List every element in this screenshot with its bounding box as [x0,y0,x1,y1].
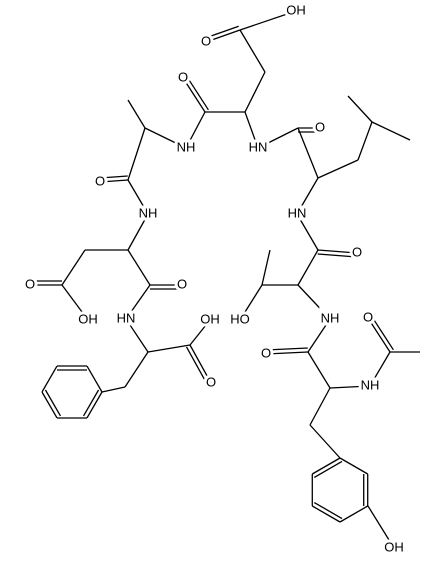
atom-label: O [177,276,187,291]
bond [185,111,206,149]
bond [329,385,371,389]
atom-label: O [95,173,105,188]
bond [244,71,266,113]
bond [99,179,129,183]
atoms: OH O O NH HN O O NH HN O O OH O HN OH HO… [22,0,407,557]
bond [265,351,309,355]
atom-label: HN [249,139,268,154]
bond [127,127,146,181]
atom-label: NH [177,139,196,154]
bond [309,387,331,426]
atom-label: O [363,309,373,324]
atom-label: NH [361,377,380,392]
bond [239,29,266,73]
bond [124,351,149,388]
atom-label: O [206,374,216,389]
bond [347,95,373,123]
bond [311,457,341,475]
bond [182,77,206,113]
bond [296,177,319,215]
bond [311,505,341,523]
bond [185,75,209,111]
bonds [30,10,420,549]
atom-label: OH [78,311,98,326]
bond [125,284,151,320]
bond [317,159,359,179]
atom-label: OH [384,539,404,554]
bond [309,424,341,459]
atom-label: O [178,69,188,84]
atom-label: HN [117,310,136,325]
bond [261,249,271,286]
atom-label: NH [321,310,340,325]
bond [86,365,103,393]
atom-label: NH [139,205,158,220]
bond [127,249,151,286]
bond [307,318,331,353]
bond [101,386,126,393]
atom-label: O [352,244,362,259]
bond [297,127,319,179]
bond [86,391,103,419]
atom-label: O [261,345,271,360]
bond [317,249,358,254]
bond [61,249,86,286]
bond [244,111,259,149]
bond [367,505,395,549]
bond [189,319,211,346]
bond [369,351,391,387]
bond [189,344,212,384]
bond [127,213,149,251]
bond [307,351,331,389]
bond [297,249,319,286]
bond [239,10,297,31]
bond [296,213,319,251]
bond [265,347,308,351]
bond [144,127,187,149]
bond [99,175,128,179]
atom-label: OH [200,311,220,326]
bond [297,284,331,320]
atom-label: HO [230,311,250,326]
bond [41,391,58,419]
bond [127,179,149,215]
bond [125,318,149,353]
bond [257,127,299,149]
bond [357,121,373,161]
atom-label: O [201,33,211,48]
bond [127,99,146,129]
bond [313,460,343,479]
atom-label: O [315,119,325,134]
bond [185,346,209,386]
bond [41,365,58,393]
atom-label: O [25,276,35,291]
bond [339,457,369,475]
bond [370,315,394,351]
bond [317,253,357,258]
bond [147,344,191,353]
bond [61,284,89,321]
atom-label: OH [286,2,306,17]
bond [313,501,343,520]
bond [82,389,100,417]
bond [44,389,62,417]
bond [204,25,239,39]
bond [205,29,241,43]
atom-label: HN [288,205,307,220]
bond [339,505,369,523]
bond [371,121,411,141]
bond [239,284,263,321]
bond [367,317,391,353]
